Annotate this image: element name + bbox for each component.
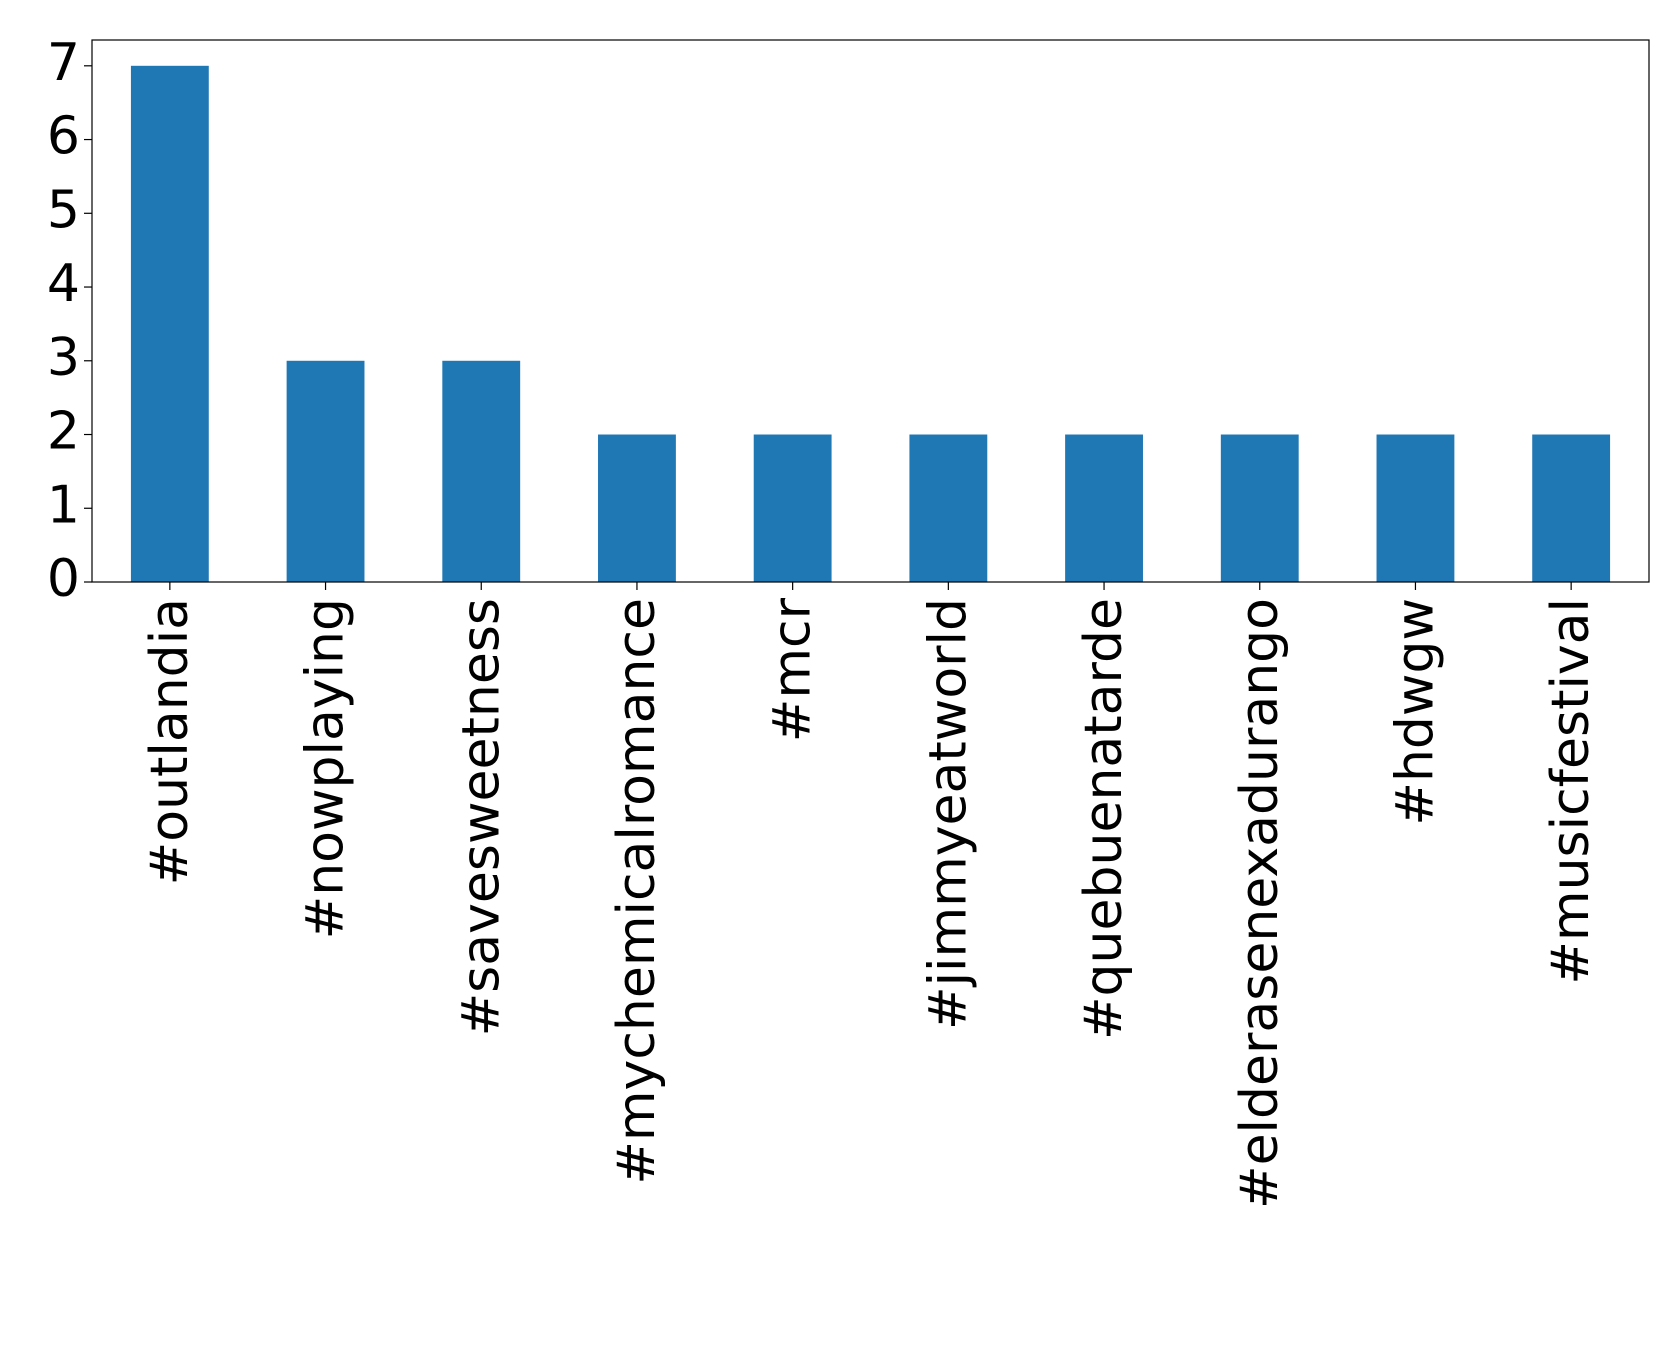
y-tick-label: 5 [47,180,80,240]
x-tick-label: #outlandia [140,598,200,885]
bar [286,360,365,582]
x-tick-label: #nowplaying [296,598,356,939]
bar [598,434,676,582]
bar [1220,434,1299,582]
y-tick-label: 1 [47,475,80,535]
y-tick-label: 3 [47,328,80,388]
bar [1065,434,1143,582]
x-tick-label: #musicfestival [1541,598,1601,985]
bar [753,434,832,582]
y-tick-label: 6 [47,107,80,167]
y-tick-label: 0 [47,549,80,609]
plot-frame [91,39,1650,583]
x-tick-label: #savesweetness [451,598,511,1036]
y-tick-label: 7 [47,33,80,93]
bar [1532,434,1611,582]
x-tick-label: #elderasenexadurango [1230,598,1290,1209]
x-tick-label: #quebuenatarde [1074,598,1134,1040]
y-tick-label: 2 [47,402,80,462]
x-tick-label: #hdwgw [1385,598,1445,826]
x-tick-label: #jimmyeatworld [918,598,978,1030]
y-tick-label: 4 [47,254,80,314]
x-tick-label: #mcr [763,597,823,742]
bar [1376,434,1455,582]
x-tick-label: #mychemicalromance [607,598,667,1185]
bar [130,65,209,583]
bar [442,360,521,582]
bar [909,434,988,582]
